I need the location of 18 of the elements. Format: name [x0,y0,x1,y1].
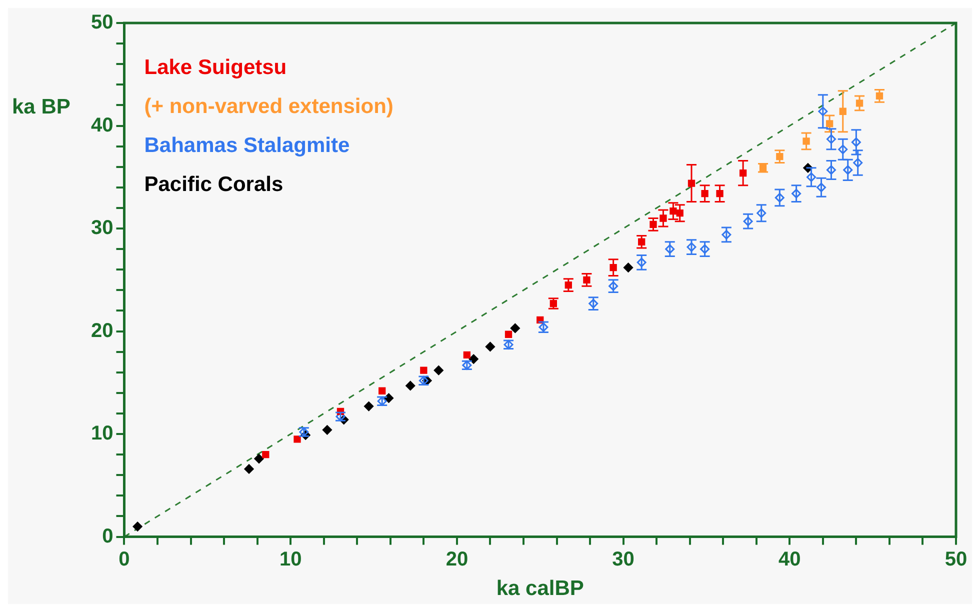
x-tick-label: 10 [279,548,302,570]
y-tick-label: 50 [90,12,114,34]
y-tick-label: 0 [102,525,114,548]
x-axis-title: ka calBP [496,577,584,600]
text: Lake Suigetsu [144,56,287,79]
text: Pacific Corals [144,172,284,196]
y-axis-title: ka BP [12,96,70,119]
x-tick-label: 50 [944,548,968,570]
y-tick-label: 40 [90,114,114,136]
text: (+ non-varved extension) [144,94,394,118]
y-tick-label: 30 [90,217,114,240]
x-tick-label: 40 [778,548,801,570]
x-tick-label: 0 [118,548,130,570]
x-tick-label: 30 [612,548,634,570]
text: Bahamas Stalagmite [144,134,350,157]
x-tick-label: 20 [446,548,468,570]
y-tick-label: 10 [90,422,114,445]
y-tick-label: 20 [90,320,114,342]
